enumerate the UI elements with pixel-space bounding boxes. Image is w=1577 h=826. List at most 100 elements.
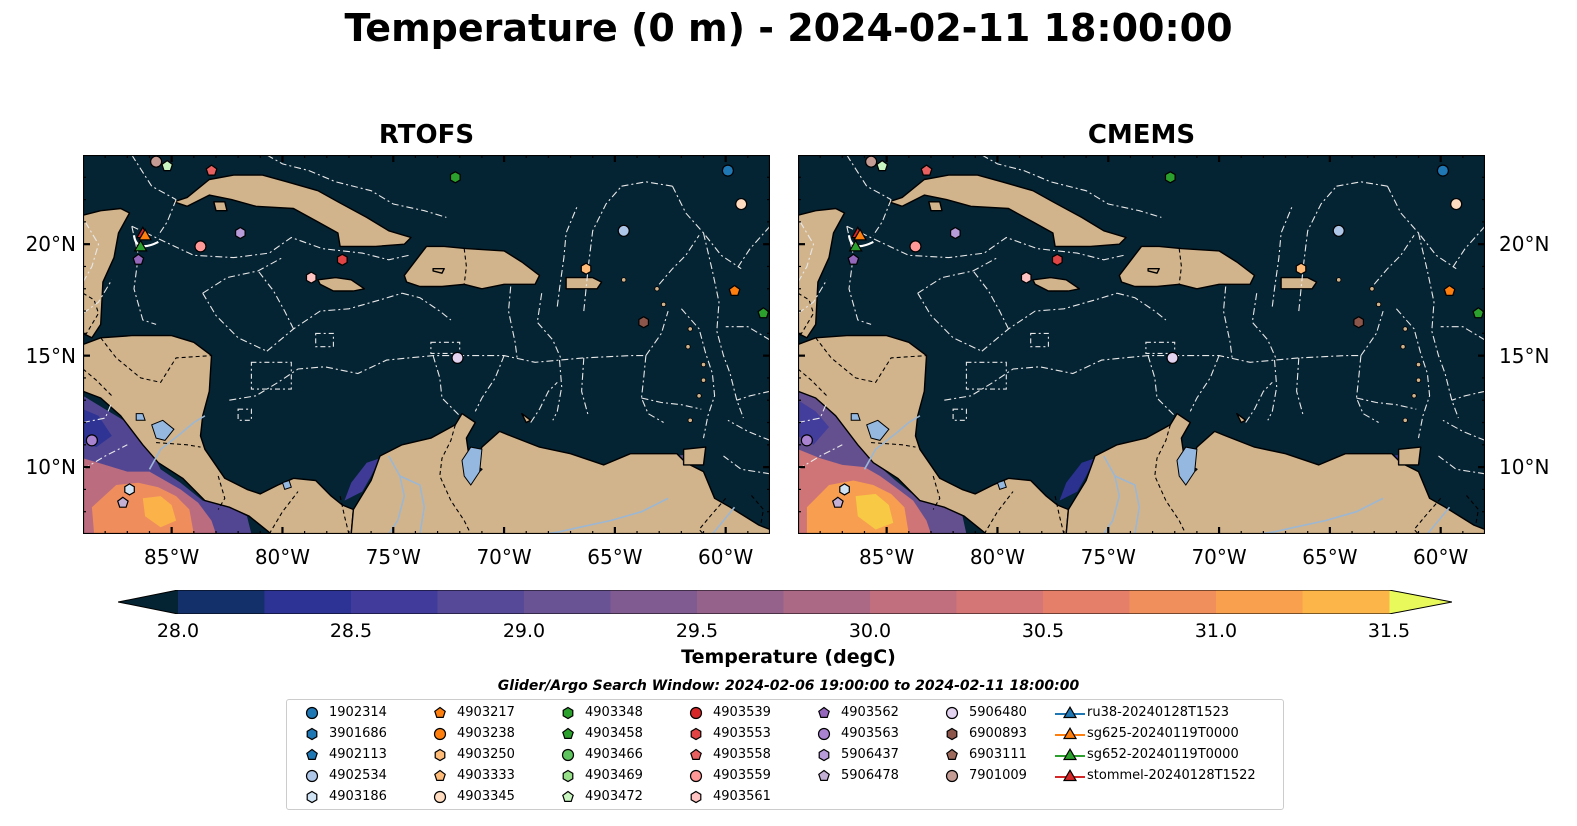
small-island-rtofs-2 [700,361,707,368]
eez-boundary-cmems-6 [944,355,1361,401]
marker-4903562-rtofs [132,253,145,265]
lat-tick-label-left: 15°N [25,343,76,368]
pentagon-marker-icon [306,748,318,760]
eez-boundary-cmems-16 [1298,185,1337,312]
legend-item-label: 7901009 [969,768,1027,783]
eez-boundary-rtofs-5 [266,292,403,352]
eez-boundary-cmems-11 [1296,357,1304,416]
marker-1902314-rtofs [721,164,734,177]
small-island-cmems-5 [1402,417,1408,423]
eez-boundary-cmems-1 [981,155,1162,218]
lon-tick-label-rtofs: 60°W [698,545,754,569]
eez-boundary-cmems-2 [846,225,1124,261]
eez-boundary-rtofs-12 [530,382,558,423]
marker-4903217-rtofs [728,284,741,296]
colorbar-bin-6 [697,590,784,614]
colorbar-bin-8 [870,590,957,614]
eez-boundary-cmems-5 [981,292,1118,352]
lake-nicaragua-cmems [866,419,890,441]
small-island-rtofs-1 [687,326,693,332]
lon-tick-label-cmems: 60°W [1413,545,1469,569]
small-island-rtofs-0 [685,344,691,350]
pentagon-marker-icon [690,748,702,760]
isla-juventud-land-rtofs [213,201,228,212]
eez-boundary-rtofs-6 [229,355,646,401]
eez-boundary-rtofs-7 [432,355,461,417]
panel-title-rtofs: RTOFS [378,120,475,150]
legend-item-label: 4902113 [329,747,387,762]
lon-tick-label-cmems: 85°W [859,545,915,569]
colorbar-bin-9 [956,590,1044,614]
marker-4903186-cmems [839,483,850,496]
triangle-marker-icon [1055,727,1085,740]
country-border-rtofs-1 [100,337,212,384]
circle-marker-icon [689,706,703,720]
marker-7901009-cmems [865,155,878,168]
eez-boundary-cmems-13 [1189,355,1220,412]
colorbar-tick-label: 28.5 [329,620,373,642]
lon-tick-label-cmems: 70°W [1191,545,1247,569]
eez-boundary-rtofs-24 [725,326,770,341]
eez-boundary-rtofs-20 [702,232,744,419]
hexagon-marker-icon [690,790,702,804]
river-cmems-1 [1103,455,1121,534]
eez-boundary-cmems-30 [872,199,892,236]
marker-4903563-rtofs [85,434,98,447]
legend-item-label: 5906437 [841,747,899,762]
circle-marker-icon [305,769,319,783]
eez-boundary-rtofs-34 [83,279,113,314]
legend-item-label: 4903553 [713,726,771,741]
country-border-cmems-3 [871,442,916,448]
eez-boundary-rtofs-32 [83,444,128,470]
legend-item-label: 4903250 [457,747,515,762]
protected-area-cmems-1 [952,408,967,421]
gonave-land-rtofs [432,267,445,274]
eez-boundary-cmems-25 [1451,390,1485,401]
country-border-rtofs-7 [698,497,727,534]
legend-item-label: 4903472 [585,789,643,804]
eez-boundary-cmems-17 [1271,206,1293,307]
country-border-rtofs-9 [463,248,467,285]
eez-boundary-cmems-34 [798,279,828,314]
eez-boundary-cmems-12 [1245,382,1273,423]
river-rtofs-1 [388,455,406,534]
eez-boundary-cmems-20 [1417,232,1459,419]
cuba-land-rtofs [173,174,412,248]
eez-boundary-rtofs-25 [736,390,770,401]
sst-anomaly-cmems-4 [798,400,829,445]
small-island-rtofs-4 [696,393,702,399]
small-island-cmems-0 [1400,344,1406,350]
lat-tick-label-right: 20°N [1499,232,1550,257]
marker-6900893-rtofs [638,316,650,329]
marker-4903472-rtofs [161,159,174,172]
small-island-rtofs-3 [700,377,707,383]
eez-boundary-cmems-3 [846,226,872,325]
marker-4903472-cmems [876,159,889,172]
colorbar-tick-label: 31.0 [1194,620,1238,642]
hexagon-marker-icon [946,727,958,741]
legend-item-label: 4903466 [585,747,643,762]
colorbar-bin-7 [783,590,871,614]
legend-item-label: 4903238 [457,726,515,741]
small-island-cmems-1 [1402,326,1408,332]
trinidad-land-cmems [1397,446,1422,466]
legend-item-label: 4903345 [457,789,515,804]
hispaniola-land-rtofs [403,245,541,290]
marker-4903561-rtofs [305,271,317,284]
lat-tick-label-right: 15°N [1499,343,1550,368]
legend-item-label: 3901686 [329,726,387,741]
marker-4903345-rtofs [735,197,748,211]
legend-item-label: 4903562 [841,705,899,720]
colorbar-tick-label: 30.5 [1021,620,1065,642]
colorbar-extend-high [1389,590,1452,614]
circle-marker-icon [817,727,831,741]
panel-title-cmems: CMEMS [1087,120,1196,150]
pentagon-marker-icon [818,706,830,718]
colorbar-bin-5 [610,590,698,614]
marker-4903559-rtofs [194,240,207,253]
colorbar-bin-3 [437,590,525,614]
hexagon-marker-icon [690,727,702,741]
country-border-rtofs-3 [156,442,201,448]
colorbar-bin-4 [524,590,611,614]
pentagon-marker-icon [562,790,574,802]
